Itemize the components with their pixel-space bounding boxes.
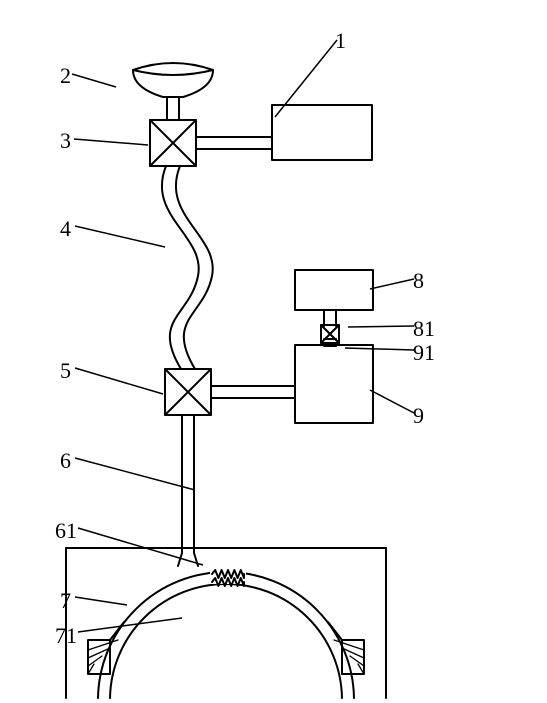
label-5: 5 — [60, 360, 71, 382]
label-8: 8 — [413, 270, 424, 292]
label-3: 3 — [60, 130, 71, 152]
label-61: 61 — [55, 520, 77, 542]
label-9: 9 — [413, 405, 424, 427]
label-71: 71 — [55, 625, 77, 647]
label-4: 4 — [60, 218, 71, 240]
label-6: 6 — [60, 450, 71, 472]
label-91: 91 — [413, 342, 435, 364]
label-2: 2 — [60, 65, 71, 87]
label-1: 1 — [335, 30, 346, 52]
label-81: 81 — [413, 318, 435, 340]
schematic-canvas — [0, 0, 547, 703]
label-7: 7 — [60, 590, 71, 612]
